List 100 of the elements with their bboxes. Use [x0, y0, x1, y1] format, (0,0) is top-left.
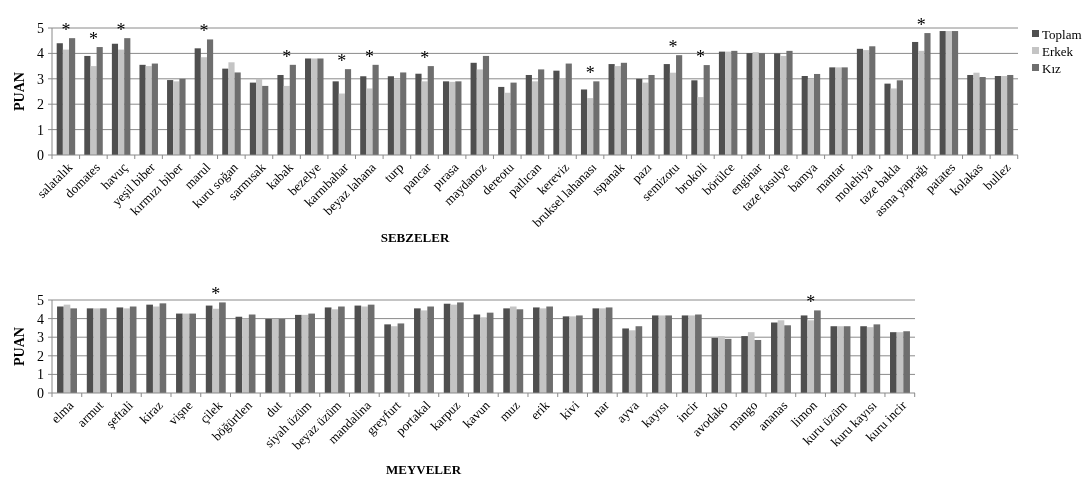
bar — [397, 323, 405, 393]
bar — [665, 315, 672, 393]
annotation: * — [89, 29, 99, 50]
bar — [242, 318, 249, 393]
y-tick-label: 1 — [37, 367, 44, 383]
x-tick-label: kivi — [557, 397, 583, 423]
bar — [837, 326, 844, 393]
bar — [90, 66, 97, 155]
bar — [476, 69, 483, 155]
bar — [525, 74, 532, 155]
bar — [400, 72, 407, 155]
bar — [642, 82, 649, 155]
bar — [427, 306, 434, 393]
bar — [771, 322, 778, 393]
bar — [100, 308, 107, 393]
bar — [176, 313, 183, 393]
bar — [945, 31, 952, 155]
y-axis-title: PUAN — [12, 327, 27, 366]
bar — [918, 50, 925, 155]
annotation: * — [420, 48, 430, 69]
bar — [57, 306, 64, 393]
bar — [360, 76, 367, 155]
bar — [295, 314, 302, 393]
bar — [746, 53, 753, 155]
y-tick-label: 2 — [37, 348, 44, 364]
bar — [695, 314, 702, 393]
annotation: * — [364, 46, 374, 67]
bar — [179, 78, 186, 155]
bar — [576, 315, 583, 393]
x-tick-label: dut — [262, 397, 285, 421]
bar — [118, 49, 125, 155]
bar — [979, 77, 986, 155]
x-tick-label: ayva — [613, 397, 642, 426]
bar — [939, 31, 946, 155]
bar — [562, 316, 570, 393]
bar — [622, 328, 629, 393]
annotation: * — [199, 21, 209, 42]
y-tick-label: 2 — [37, 97, 44, 113]
bar — [332, 81, 339, 155]
bar — [533, 307, 540, 393]
bar — [200, 57, 207, 155]
y-axis-title: PUAN — [12, 72, 27, 111]
bar — [228, 62, 235, 155]
bar — [415, 73, 422, 155]
bar — [222, 68, 229, 155]
bar — [84, 55, 91, 155]
x-tick-label: nar — [589, 397, 613, 421]
bar — [538, 69, 545, 155]
bar — [139, 64, 146, 155]
bar — [167, 80, 174, 155]
bar — [688, 315, 696, 393]
y-tick-label: 4 — [37, 46, 44, 62]
bar — [784, 325, 791, 393]
bar — [152, 306, 160, 393]
bar — [814, 310, 821, 393]
bar — [390, 326, 398, 393]
bar — [457, 302, 464, 393]
bar — [599, 308, 606, 393]
bar — [697, 97, 704, 155]
bar — [145, 66, 152, 155]
bar — [860, 326, 867, 393]
y-tick-label: 4 — [37, 311, 44, 327]
bar — [912, 41, 919, 155]
annotation: * — [61, 20, 71, 41]
x-tick-label: vişne — [165, 397, 196, 428]
bar — [372, 64, 379, 155]
bar — [539, 308, 547, 393]
bar — [718, 336, 725, 393]
bar — [361, 306, 368, 393]
bar — [450, 304, 458, 393]
annotation: * — [916, 15, 926, 36]
x-tick-label: erik — [527, 397, 553, 423]
bar — [569, 316, 577, 393]
bar — [531, 81, 539, 155]
bar — [628, 330, 636, 393]
x-tick-label: muz — [496, 397, 523, 425]
bar — [265, 318, 272, 393]
annotation: * — [116, 20, 126, 41]
bar — [967, 74, 974, 155]
y-tick-label: 0 — [37, 385, 44, 401]
bar — [414, 308, 421, 393]
bar — [69, 38, 76, 155]
bar — [565, 63, 572, 155]
bar — [455, 81, 462, 155]
bar — [311, 58, 318, 155]
bar — [636, 78, 643, 155]
bar — [801, 76, 808, 155]
bar — [421, 81, 428, 155]
bar — [123, 308, 130, 393]
bar — [194, 48, 201, 155]
bar — [703, 65, 710, 155]
x-axis-title: MEYVELER — [385, 462, 462, 477]
bar — [605, 307, 613, 393]
bar — [890, 332, 897, 393]
bar — [648, 74, 655, 155]
bar — [262, 85, 269, 155]
legend-label: Erkek — [1042, 43, 1074, 59]
bar — [807, 320, 815, 393]
bar — [747, 332, 755, 393]
y-tick-label: 3 — [37, 330, 44, 346]
